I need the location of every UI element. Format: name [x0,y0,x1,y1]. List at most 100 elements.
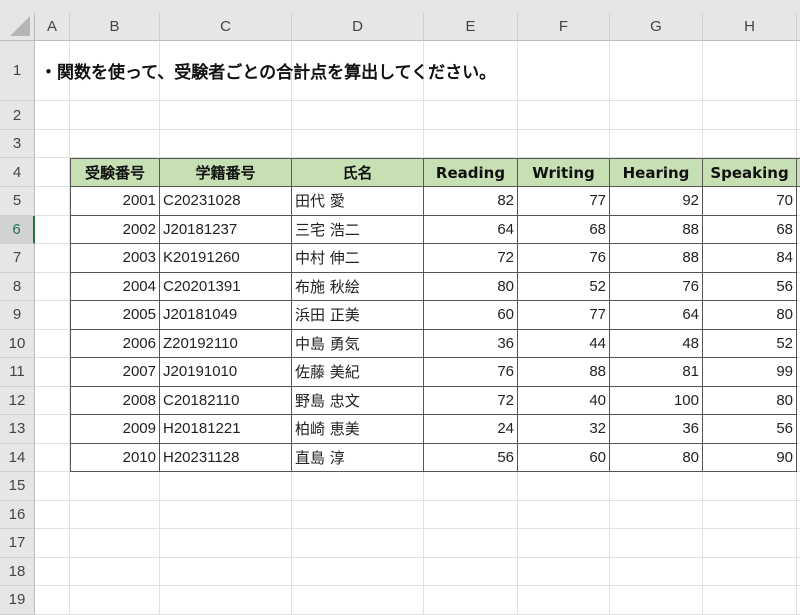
cell[interactable] [70,500,160,529]
cell[interactable] [610,500,703,529]
table-header-cell[interactable]: Writing [518,158,610,187]
table-cell[interactable]: 56 [424,443,518,472]
cell[interactable] [160,557,292,586]
row-header-8[interactable]: 8 [0,272,35,301]
table-cell[interactable]: 56 [703,415,797,444]
table-cell[interactable]: 2001 [70,187,160,216]
table-cell[interactable]: 52 [703,329,797,358]
cell[interactable] [35,101,70,130]
table-cell[interactable]: 99 [703,358,797,387]
row-header-11[interactable]: 11 [0,358,35,387]
table-cell[interactable]: 2002 [70,215,160,244]
table-cell[interactable]: 佐藤 美紀 [292,358,424,387]
table-cell[interactable]: H20231128 [160,443,292,472]
cell[interactable] [35,586,70,615]
cell[interactable] [292,101,424,130]
cell[interactable] [703,41,797,101]
table-cell[interactable]: 88 [518,358,610,387]
cell[interactable] [610,557,703,586]
table-cell[interactable]: 88 [610,244,703,273]
table-cell[interactable]: 三宅 浩二 [292,215,424,244]
cell[interactable] [35,443,70,472]
cell[interactable] [797,244,800,273]
table-cell[interactable]: 2005 [70,301,160,330]
table-cell[interactable]: 64 [424,215,518,244]
table-cell[interactable]: 52 [518,272,610,301]
table-cell[interactable]: 70 [703,187,797,216]
cell[interactable] [424,557,518,586]
row-header-17[interactable]: 17 [0,529,35,558]
table-cell[interactable]: C20201391 [160,272,292,301]
cell[interactable] [160,101,292,130]
table-header-cell-partial[interactable] [797,158,800,187]
cell[interactable] [160,41,292,101]
table-cell[interactable]: 72 [424,386,518,415]
table-header-cell[interactable]: Speaking [703,158,797,187]
table-cell[interactable]: 田代 愛 [292,187,424,216]
cell[interactable] [797,415,800,444]
cell[interactable] [35,215,70,244]
row-header-7[interactable]: 7 [0,244,35,273]
table-cell[interactable]: 2006 [70,329,160,358]
table-cell[interactable]: 布施 秋絵 [292,272,424,301]
table-cell[interactable]: 64 [610,301,703,330]
table-header-cell[interactable]: Hearing [610,158,703,187]
cell[interactable] [160,500,292,529]
cell[interactable] [518,557,610,586]
table-cell[interactable]: 80 [703,301,797,330]
cell[interactable] [70,41,160,101]
cell[interactable] [160,472,292,501]
cell[interactable] [518,500,610,529]
row-header-2[interactable]: 2 [0,101,35,130]
cell[interactable] [292,557,424,586]
cell[interactable] [35,386,70,415]
cell[interactable] [35,557,70,586]
table-cell[interactable]: 68 [518,215,610,244]
cell[interactable] [35,415,70,444]
row-header-13[interactable]: 13 [0,415,35,444]
cell[interactable] [292,472,424,501]
cell[interactable] [797,187,800,216]
cell[interactable] [70,557,160,586]
column-header-B[interactable]: B [70,13,160,41]
table-cell[interactable]: C20182110 [160,386,292,415]
table-header-cell[interactable]: Reading [424,158,518,187]
column-header-C[interactable]: C [160,13,292,41]
cell[interactable] [797,101,800,130]
column-header-A[interactable]: A [35,13,70,41]
cell[interactable] [797,41,800,101]
cell[interactable] [703,472,797,501]
row-header-16[interactable]: 16 [0,500,35,529]
cell[interactable] [70,586,160,615]
cell[interactable] [35,41,70,101]
cell[interactable] [797,558,800,586]
cell[interactable] [70,529,160,558]
table-cell[interactable]: 60 [518,443,610,472]
table-cell[interactable]: 82 [424,187,518,216]
cell[interactable] [610,529,703,558]
table-cell[interactable]: 56 [703,272,797,301]
cell[interactable] [518,586,610,615]
cell[interactable] [518,472,610,501]
cell[interactable] [35,529,70,558]
row-header-9[interactable]: 9 [0,301,35,330]
cell[interactable] [70,130,160,158]
table-cell[interactable]: Z20192110 [160,329,292,358]
table-cell[interactable]: 72 [424,244,518,273]
column-header-E[interactable]: E [424,13,518,41]
cell[interactable] [35,244,70,273]
cell[interactable] [797,301,800,330]
table-cell[interactable]: 60 [424,301,518,330]
table-cell[interactable]: 中島 勇気 [292,329,424,358]
cell[interactable] [35,187,70,216]
cell[interactable] [292,529,424,558]
cell[interactable] [797,387,800,415]
select-all-button[interactable] [0,13,35,41]
table-cell[interactable]: 84 [703,244,797,273]
cell[interactable] [35,272,70,301]
column-header-F[interactable]: F [518,13,610,41]
cell[interactable] [35,301,70,330]
row-header-15[interactable]: 15 [0,472,35,501]
table-cell[interactable]: 77 [518,301,610,330]
cell[interactable] [160,130,292,158]
